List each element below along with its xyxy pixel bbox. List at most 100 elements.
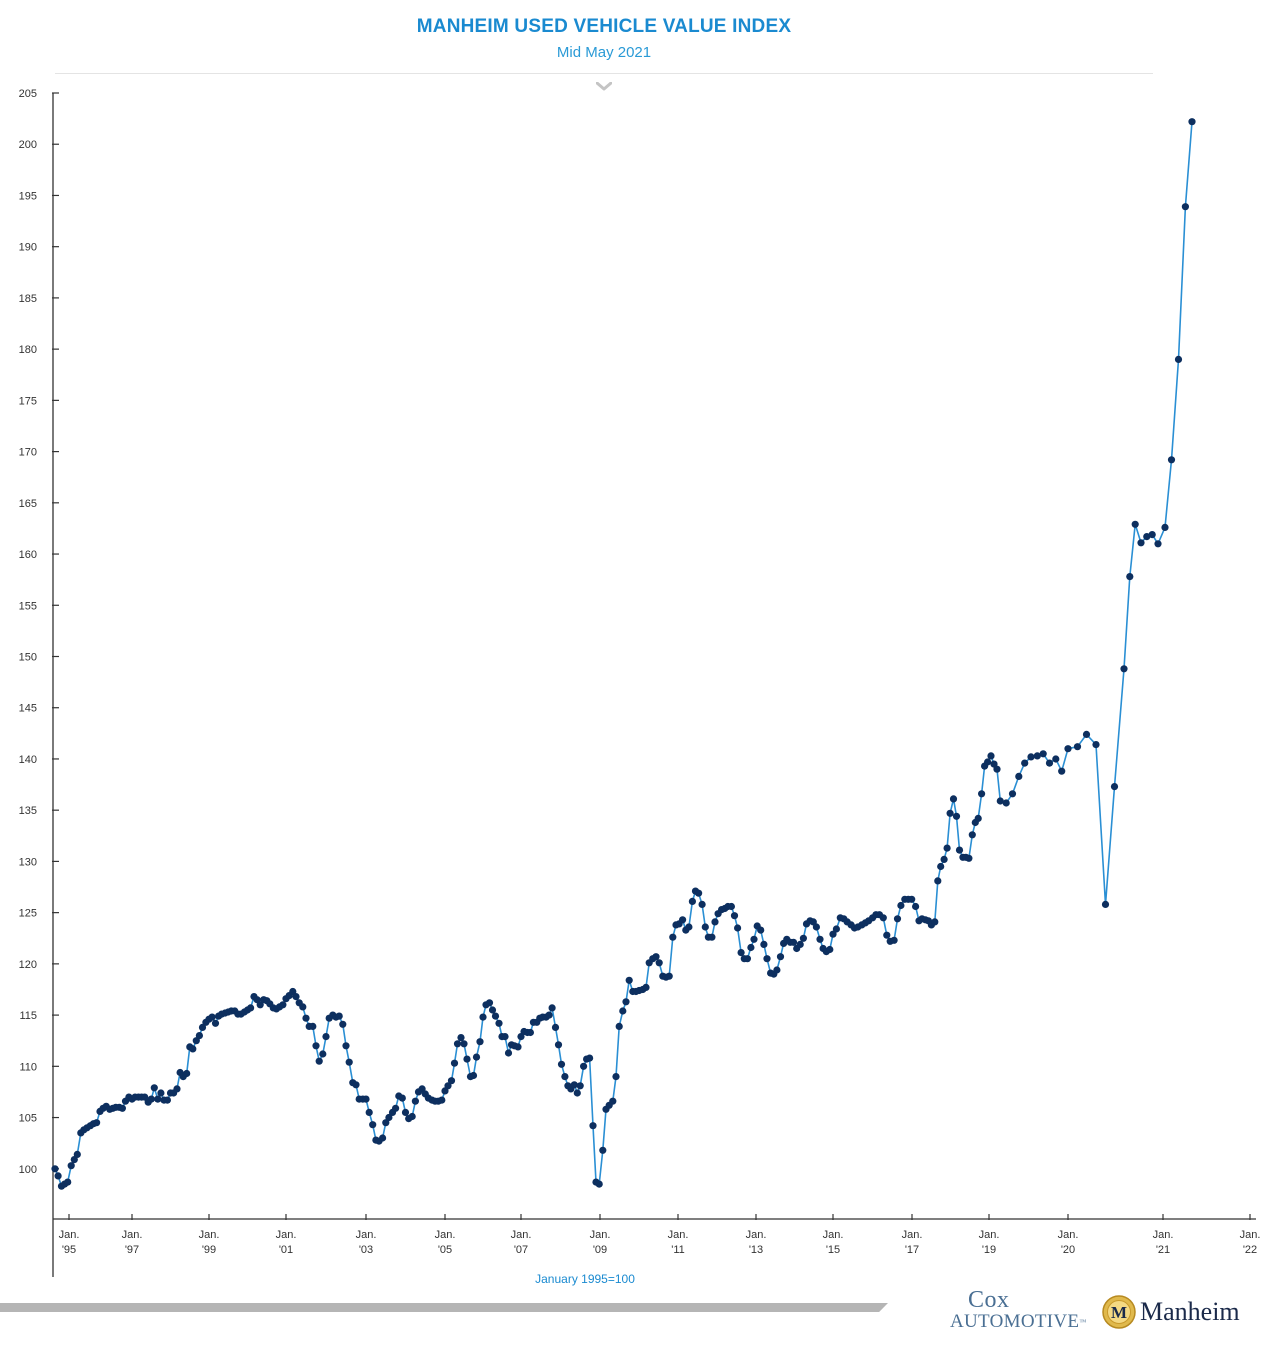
data-point[interactable] — [312, 1042, 320, 1050]
data-point[interactable] — [1021, 759, 1029, 767]
data-point[interactable] — [392, 1104, 400, 1112]
data-point[interactable] — [665, 972, 673, 980]
data-point[interactable] — [1015, 772, 1023, 781]
data-point[interactable] — [551, 1023, 560, 1031]
data-point[interactable] — [688, 897, 697, 906]
data-point[interactable] — [315, 1057, 323, 1065]
data-point[interactable] — [183, 1069, 191, 1078]
data-point[interactable] — [965, 854, 973, 862]
data-point[interactable] — [612, 1073, 620, 1081]
data-point[interactable] — [789, 938, 798, 946]
data-point[interactable] — [198, 1023, 207, 1031]
data-point[interactable] — [987, 752, 995, 760]
data-point[interactable] — [897, 901, 905, 910]
data-point[interactable] — [479, 1013, 487, 1021]
data-point[interactable] — [247, 1004, 255, 1012]
data-point[interactable] — [669, 933, 677, 941]
data-point[interactable] — [1143, 533, 1151, 541]
data-point[interactable] — [64, 1178, 72, 1186]
data-point[interactable] — [1039, 750, 1047, 758]
data-point[interactable] — [1082, 730, 1091, 739]
data-point[interactable] — [352, 1081, 360, 1089]
data-point[interactable] — [438, 1096, 446, 1104]
data-point[interactable] — [946, 809, 954, 817]
data-point[interactable] — [708, 933, 716, 941]
data-point[interactable] — [1174, 355, 1183, 363]
data-point[interactable] — [485, 999, 494, 1007]
data-point[interactable] — [469, 1071, 478, 1080]
data-point[interactable] — [796, 940, 804, 949]
data-point[interactable] — [570, 1081, 578, 1089]
data-point[interactable] — [51, 1165, 59, 1173]
data-point[interactable] — [1161, 523, 1169, 532]
data-point[interactable] — [912, 902, 920, 911]
data-point[interactable] — [173, 1085, 181, 1093]
data-point[interactable] — [622, 998, 630, 1006]
data-point[interactable] — [157, 1089, 165, 1097]
data-point[interactable] — [463, 1055, 471, 1063]
data-point[interactable] — [385, 1113, 393, 1122]
data-point[interactable] — [557, 1060, 566, 1068]
data-point[interactable] — [812, 923, 821, 931]
data-point[interactable] — [319, 1050, 327, 1058]
data-point[interactable] — [978, 790, 986, 798]
data-point[interactable] — [595, 1180, 603, 1188]
data-point[interactable] — [974, 814, 982, 823]
data-point[interactable] — [453, 1040, 462, 1048]
data-point[interactable] — [163, 1096, 171, 1104]
data-point[interactable] — [679, 916, 687, 924]
data-point[interactable] — [472, 1053, 481, 1061]
data-point[interactable] — [1120, 665, 1128, 673]
data-point[interactable] — [760, 940, 768, 949]
data-point[interactable] — [727, 902, 736, 911]
data-point[interactable] — [943, 844, 951, 852]
data-point[interactable] — [460, 1040, 468, 1048]
data-point[interactable] — [734, 924, 742, 932]
data-point[interactable] — [615, 1022, 623, 1030]
data-point[interactable] — [984, 758, 992, 766]
data-point[interactable] — [491, 1012, 500, 1020]
data-point[interactable] — [968, 831, 976, 839]
data-point[interactable] — [382, 1119, 390, 1127]
data-point[interactable] — [369, 1121, 377, 1129]
data-point[interactable] — [1148, 531, 1156, 539]
data-point[interactable] — [398, 1094, 406, 1102]
data-point[interactable] — [141, 1093, 149, 1101]
data-point[interactable] — [573, 1089, 581, 1097]
data-point[interactable] — [952, 812, 961, 820]
data-point[interactable] — [1045, 759, 1054, 767]
data-point[interactable] — [940, 855, 948, 864]
data-point[interactable] — [1002, 799, 1010, 807]
data-point[interactable] — [548, 1004, 556, 1012]
data-point[interactable] — [1064, 745, 1072, 753]
data-point[interactable] — [586, 1054, 594, 1062]
data-point[interactable] — [625, 976, 633, 984]
data-point[interactable] — [750, 935, 758, 943]
chevron-down-icon[interactable] — [596, 82, 612, 92]
data-point[interactable] — [1058, 767, 1066, 775]
data-point[interactable] — [150, 1084, 158, 1092]
data-point[interactable] — [1154, 540, 1162, 548]
data-point[interactable] — [931, 918, 939, 926]
data-point[interactable] — [1188, 118, 1196, 126]
data-point[interactable] — [73, 1150, 81, 1158]
data-point[interactable] — [1073, 743, 1082, 751]
data-point[interactable] — [476, 1038, 484, 1046]
data-point[interactable] — [879, 914, 887, 922]
data-point[interactable] — [955, 846, 964, 854]
data-point[interactable] — [147, 1095, 155, 1103]
data-point[interactable] — [934, 877, 942, 885]
data-point[interactable] — [1137, 539, 1145, 547]
data-point[interactable] — [450, 1059, 459, 1067]
data-point[interactable] — [401, 1108, 410, 1116]
cox-automotive-logo[interactable]: Cox AUTOMOTIVE™ — [950, 1288, 1086, 1332]
data-point[interactable] — [501, 1033, 509, 1041]
data-point[interactable] — [70, 1156, 78, 1164]
data-point[interactable] — [609, 1097, 617, 1105]
data-point[interactable] — [826, 945, 834, 954]
data-point[interactable] — [1033, 752, 1041, 760]
data-point[interactable] — [379, 1134, 387, 1142]
manheim-logo[interactable]: M Manheim — [1102, 1292, 1240, 1332]
data-point[interactable] — [54, 1172, 62, 1180]
data-point[interactable] — [619, 1007, 627, 1015]
